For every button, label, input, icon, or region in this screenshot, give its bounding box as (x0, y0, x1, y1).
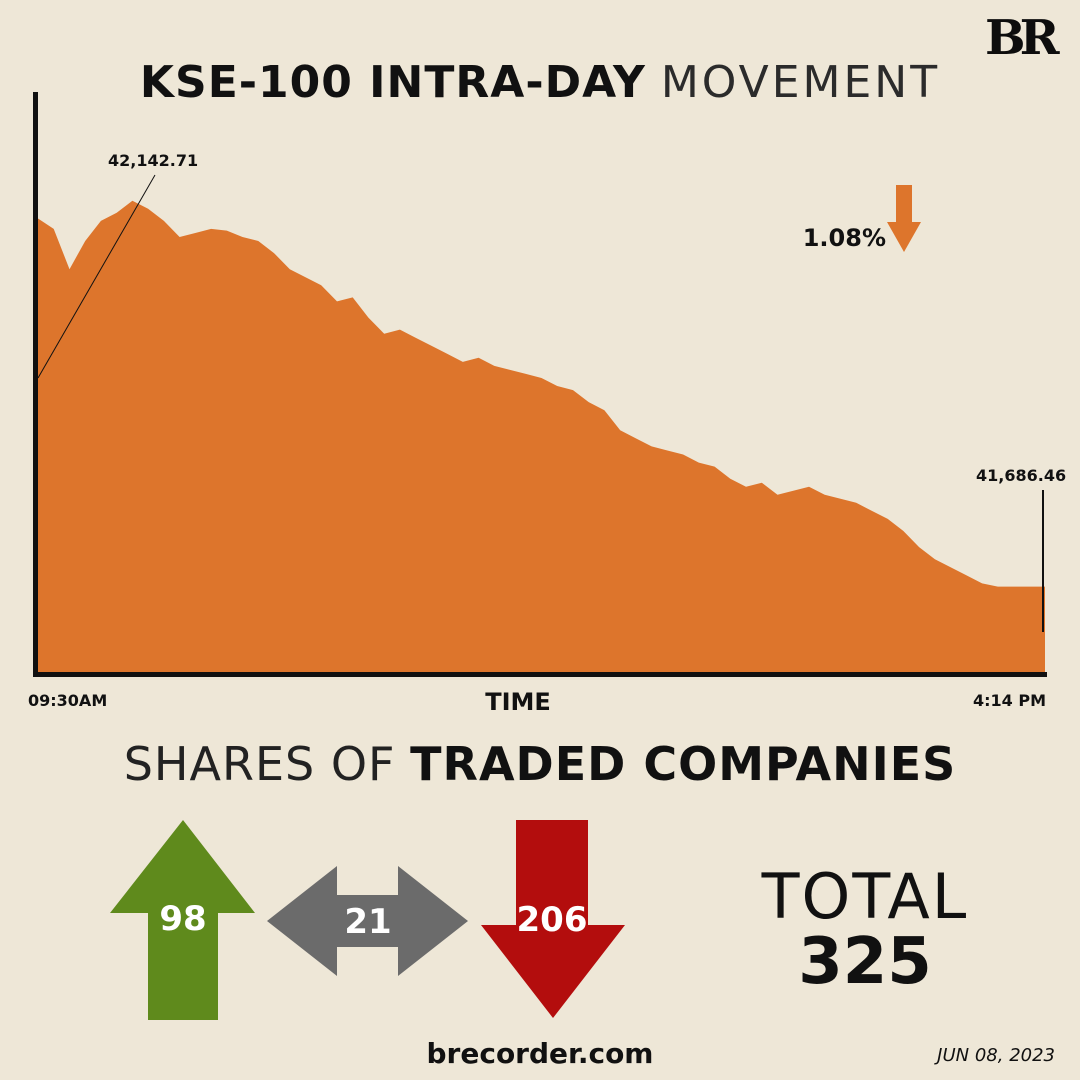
declined-count: 206 (517, 900, 588, 940)
title-light: MOVEMENT (660, 57, 941, 108)
total-value: 325 (798, 925, 932, 999)
x-end-label: 4:14 PM (973, 691, 1046, 710)
x-axis (33, 672, 1047, 677)
unchanged-double-arrow-icon (267, 866, 468, 976)
close-value-label: 41,686.46 (976, 466, 1066, 485)
website-link[interactable]: brecorder.com (426, 1037, 654, 1070)
x-axis-title: TIME (485, 688, 551, 716)
declined-down-arrow-icon (481, 820, 625, 1018)
publish-date: JUN 08, 2023 (937, 1045, 1055, 1066)
unchanged-count: 21 (344, 902, 391, 942)
intraday-area-series (38, 200, 1045, 673)
open-value-label: 42,142.71 (108, 151, 198, 170)
y-axis (33, 92, 38, 676)
advanced-count: 98 (159, 899, 206, 939)
x-start-label: 09:30AM (28, 691, 107, 710)
section-bold: TRADED COMPANIES (410, 737, 957, 791)
section-heading: SHARES OF TRADED COMPANIES (0, 735, 1080, 793)
advanced-up-arrow-icon (110, 820, 255, 1020)
open-leader-line (37, 174, 156, 379)
section-light: SHARES OF (123, 737, 396, 791)
change-percent-label: 1.08% (803, 224, 886, 252)
brand-logo: BR (985, 10, 1060, 66)
total-label: TOTAL (761, 860, 969, 933)
change-down-arrow-icon (887, 185, 921, 252)
title-bold: KSE-100 INTRA-DAY (139, 57, 646, 108)
chart-title: KSE-100 INTRA-DAY MOVEMENT (0, 55, 1080, 111)
